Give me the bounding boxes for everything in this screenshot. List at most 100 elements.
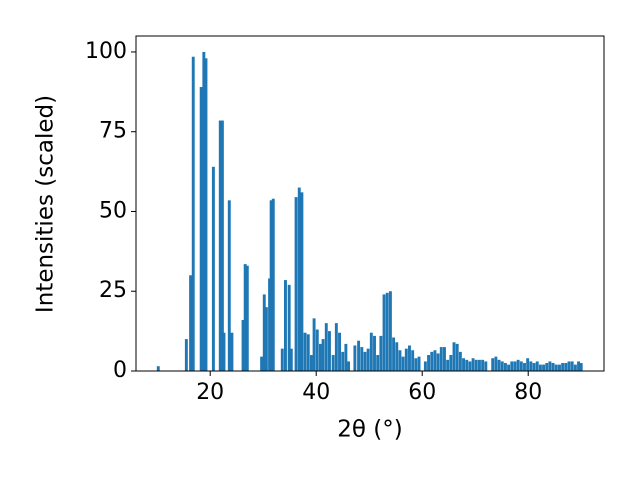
bar bbox=[199, 87, 203, 372]
bar bbox=[561, 363, 565, 371]
bar bbox=[500, 361, 504, 371]
bar bbox=[312, 318, 316, 371]
bar bbox=[462, 358, 466, 371]
bar bbox=[507, 364, 511, 371]
bar bbox=[513, 361, 517, 371]
bar bbox=[503, 363, 507, 371]
bar bbox=[458, 351, 462, 371]
bar bbox=[414, 358, 418, 371]
bar bbox=[417, 356, 421, 371]
bar bbox=[526, 358, 530, 371]
bar bbox=[264, 307, 268, 371]
bar bbox=[532, 363, 536, 371]
bar bbox=[189, 275, 193, 371]
bar bbox=[338, 332, 341, 371]
bar bbox=[446, 359, 450, 371]
bar bbox=[449, 355, 453, 371]
bar bbox=[545, 363, 549, 371]
bar bbox=[471, 358, 475, 371]
bar bbox=[497, 359, 501, 371]
plot-frame bbox=[135, 35, 605, 372]
bar bbox=[436, 353, 440, 371]
bar bbox=[455, 343, 459, 371]
bar bbox=[554, 364, 558, 371]
bar bbox=[241, 319, 245, 371]
bar bbox=[280, 348, 284, 371]
bar bbox=[294, 197, 298, 371]
bar bbox=[184, 339, 188, 371]
x-tick-label: 60 bbox=[408, 380, 436, 405]
bar bbox=[353, 345, 357, 371]
bar bbox=[379, 335, 383, 371]
bar bbox=[363, 351, 367, 371]
bar bbox=[303, 332, 307, 371]
bar bbox=[411, 350, 415, 371]
bar bbox=[474, 359, 478, 371]
bar bbox=[287, 284, 291, 371]
bar bbox=[284, 280, 287, 371]
bar bbox=[433, 350, 437, 371]
bar bbox=[318, 343, 322, 371]
y-tick-label: 75 bbox=[99, 119, 127, 144]
bar bbox=[300, 192, 304, 371]
bar bbox=[538, 364, 542, 371]
bar bbox=[309, 355, 313, 371]
bar bbox=[357, 340, 361, 371]
y-tick-label: 50 bbox=[99, 198, 127, 223]
bar bbox=[222, 332, 226, 371]
bar bbox=[327, 331, 331, 371]
y-tick-label: 100 bbox=[85, 39, 127, 64]
bar bbox=[443, 347, 446, 371]
bar bbox=[218, 120, 222, 371]
bar bbox=[268, 278, 272, 371]
bar bbox=[468, 361, 472, 371]
bar bbox=[564, 363, 568, 371]
bar bbox=[271, 198, 275, 371]
bar bbox=[519, 361, 523, 371]
bar bbox=[385, 292, 389, 371]
bar bbox=[551, 363, 555, 371]
bar bbox=[331, 355, 335, 371]
bar bbox=[321, 339, 325, 371]
bar bbox=[289, 348, 293, 371]
bar bbox=[262, 294, 266, 371]
x-axis-label: 2θ (°) bbox=[337, 417, 402, 443]
bar bbox=[230, 332, 234, 371]
bar bbox=[366, 348, 370, 371]
bar bbox=[484, 361, 488, 371]
bar bbox=[269, 200, 273, 371]
bar bbox=[376, 355, 380, 371]
bar bbox=[211, 166, 215, 371]
bar bbox=[191, 56, 195, 371]
bar bbox=[477, 359, 481, 371]
bar bbox=[577, 361, 581, 371]
bar bbox=[324, 323, 328, 371]
bar bbox=[494, 356, 498, 371]
bar bbox=[392, 337, 396, 371]
bar bbox=[220, 120, 224, 371]
bar bbox=[465, 359, 469, 371]
x-tick-label: 80 bbox=[514, 380, 542, 405]
bar bbox=[315, 329, 319, 371]
bar bbox=[570, 361, 574, 371]
y-tick-label: 0 bbox=[113, 358, 127, 383]
bar bbox=[516, 359, 520, 371]
bar bbox=[404, 348, 408, 371]
bar bbox=[523, 363, 526, 371]
bar bbox=[401, 356, 405, 371]
bar bbox=[347, 361, 350, 371]
bar bbox=[481, 359, 485, 371]
bar bbox=[369, 332, 373, 371]
bar bbox=[341, 351, 345, 371]
bar bbox=[373, 335, 376, 371]
bar bbox=[491, 358, 495, 371]
bar bbox=[573, 364, 577, 371]
bar bbox=[567, 361, 571, 371]
bar bbox=[156, 366, 160, 371]
bar bbox=[360, 347, 364, 371]
bar bbox=[243, 264, 247, 371]
bar bbox=[427, 355, 431, 371]
bar bbox=[535, 361, 539, 371]
